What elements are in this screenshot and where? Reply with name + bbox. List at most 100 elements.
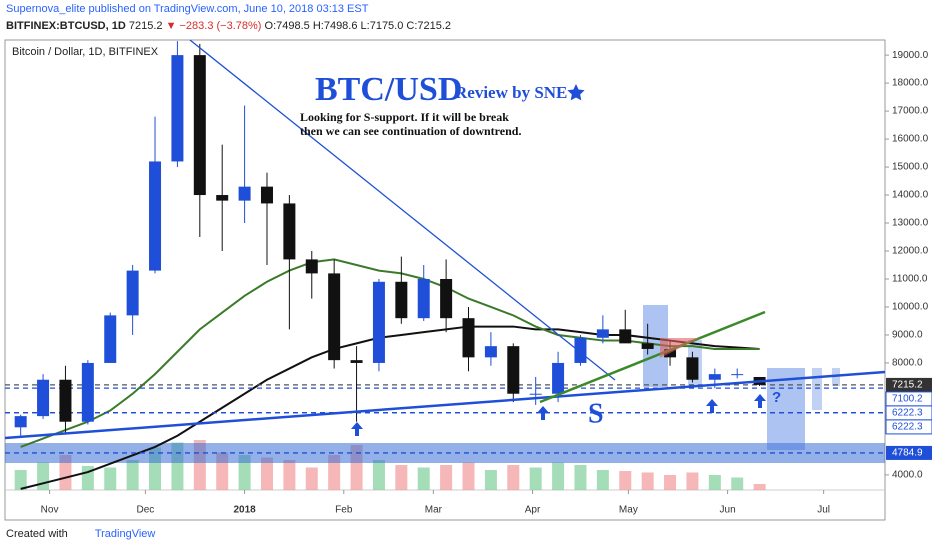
up-arrow	[537, 406, 549, 420]
price-label-box	[886, 377, 932, 392]
y-tick-label: 19000.0	[892, 50, 929, 61]
volume-bar	[596, 470, 609, 490]
candle-body	[529, 393, 542, 395]
candle-body	[596, 329, 609, 338]
candle-body	[104, 315, 117, 363]
candle-body	[328, 273, 341, 361]
created-with: Created with	[6, 528, 68, 540]
x-tick-label: Apr	[525, 505, 541, 516]
y-tick-label: 10000.0	[892, 302, 929, 313]
x-tick-label: Feb	[335, 505, 353, 516]
green-trendline	[539, 310, 766, 404]
candle-body	[395, 281, 408, 319]
candle-body	[440, 278, 453, 319]
candle-body	[305, 259, 318, 274]
candle-body	[126, 270, 139, 316]
symbol: BITFINEX:BTCUSD, 1D	[6, 20, 126, 32]
axis-layer: 4000.0 8000.0 9000.0 10000.0 11000.0 12000.0 1…	[41, 50, 932, 516]
volume-bar	[731, 477, 744, 490]
chart-title: Bitcoin / Dollar, 1D, BITFINEX	[12, 46, 159, 58]
ma-layer	[5, 258, 885, 490]
volume-bar	[641, 472, 654, 490]
x-tick-label: Jul	[817, 505, 830, 516]
x-tick-label: Jun	[720, 505, 736, 516]
candle-body	[59, 379, 72, 422]
resistance-trendline	[189, 40, 616, 381]
volume-bar	[59, 455, 72, 490]
volume-bar	[708, 475, 721, 490]
candle-body	[149, 161, 162, 271]
candle-body	[260, 186, 273, 204]
footer: Created with TradingView	[6, 528, 155, 540]
y-tick-label: 9000.0	[892, 330, 923, 341]
candle-body	[193, 55, 206, 196]
change: ▼ −283.3 (−3.78%)	[165, 20, 262, 32]
candle-body	[462, 318, 475, 358]
candle-body	[574, 337, 587, 363]
volume-bar	[328, 455, 341, 490]
volume-bar	[372, 460, 385, 490]
volume-bar	[484, 470, 497, 490]
note-line: then we can see continuation of downtren…	[300, 124, 521, 138]
y-tick-label: 11000.0	[892, 274, 928, 285]
y-tick-label: 17000.0	[892, 106, 929, 117]
price-label: 7215.2	[892, 380, 923, 391]
y-tick-label: 13000.0	[892, 218, 929, 229]
volume-bar	[126, 460, 139, 490]
price-label: 4784.9	[892, 448, 923, 459]
candle-body	[664, 348, 677, 358]
price-label: 7100.2	[892, 394, 923, 405]
x-tick-label: May	[619, 505, 638, 516]
triangle-pattern	[660, 338, 700, 358]
y-tick-label: 8000.0	[892, 358, 923, 369]
candle-body	[686, 357, 699, 380]
publish-line: Supernova_elite published on TradingView…	[6, 3, 368, 15]
volume-bar	[619, 471, 632, 490]
arrows	[351, 394, 766, 436]
volume-bar	[462, 462, 475, 490]
candle-body	[731, 374, 744, 376]
x-tick-label: Nov	[41, 505, 59, 516]
star-icon	[567, 84, 585, 101]
support-zone	[5, 443, 885, 463]
price-label: 6222.3	[892, 408, 923, 419]
volume-bar	[574, 465, 587, 490]
projection-box	[812, 368, 822, 410]
candle-body	[641, 343, 654, 349]
volume-bar	[440, 465, 453, 490]
projection-box	[767, 368, 805, 450]
candle-body	[417, 278, 430, 319]
byline: Review by SNE	[455, 83, 567, 102]
ohlc: O:7498.5 H:7498.6 L:7175.0 C:7215.2	[264, 20, 452, 32]
y-tick-label: 14000.0	[892, 190, 929, 201]
y-tick-label: 16000.0	[892, 134, 929, 145]
volume-bar	[14, 470, 27, 490]
candle-body	[81, 362, 94, 422]
volume-bar	[552, 462, 565, 490]
volume-bar	[37, 462, 50, 490]
volume-bar	[305, 467, 318, 490]
note-line: Looking for S-support. If it will be bre…	[300, 110, 509, 124]
candle-body	[619, 329, 632, 344]
volume-bar	[664, 475, 677, 490]
moving-average	[20, 258, 760, 448]
volume-bar	[529, 467, 542, 490]
x-tick-label: Dec	[136, 505, 154, 516]
candle-body	[238, 186, 251, 201]
headline: BTC/USD	[315, 71, 462, 108]
volume-bar	[104, 467, 117, 490]
up-arrow	[706, 399, 718, 413]
candle-body	[37, 379, 50, 417]
brand: TradingView	[94, 528, 156, 540]
volume-layer	[14, 440, 766, 490]
symbol-line: BITFINEX:BTCUSD, 1D 7215.2 ▼ −283.3 (−3.…	[6, 20, 451, 32]
volume-bar	[395, 465, 408, 490]
candle-body	[216, 195, 229, 201]
plot	[5, 40, 885, 490]
candle-layer	[14, 41, 766, 436]
x-tick-label: Mar	[425, 505, 443, 516]
support-label: S	[588, 398, 604, 429]
up-arrow	[351, 422, 363, 436]
price-label-box	[886, 445, 932, 460]
